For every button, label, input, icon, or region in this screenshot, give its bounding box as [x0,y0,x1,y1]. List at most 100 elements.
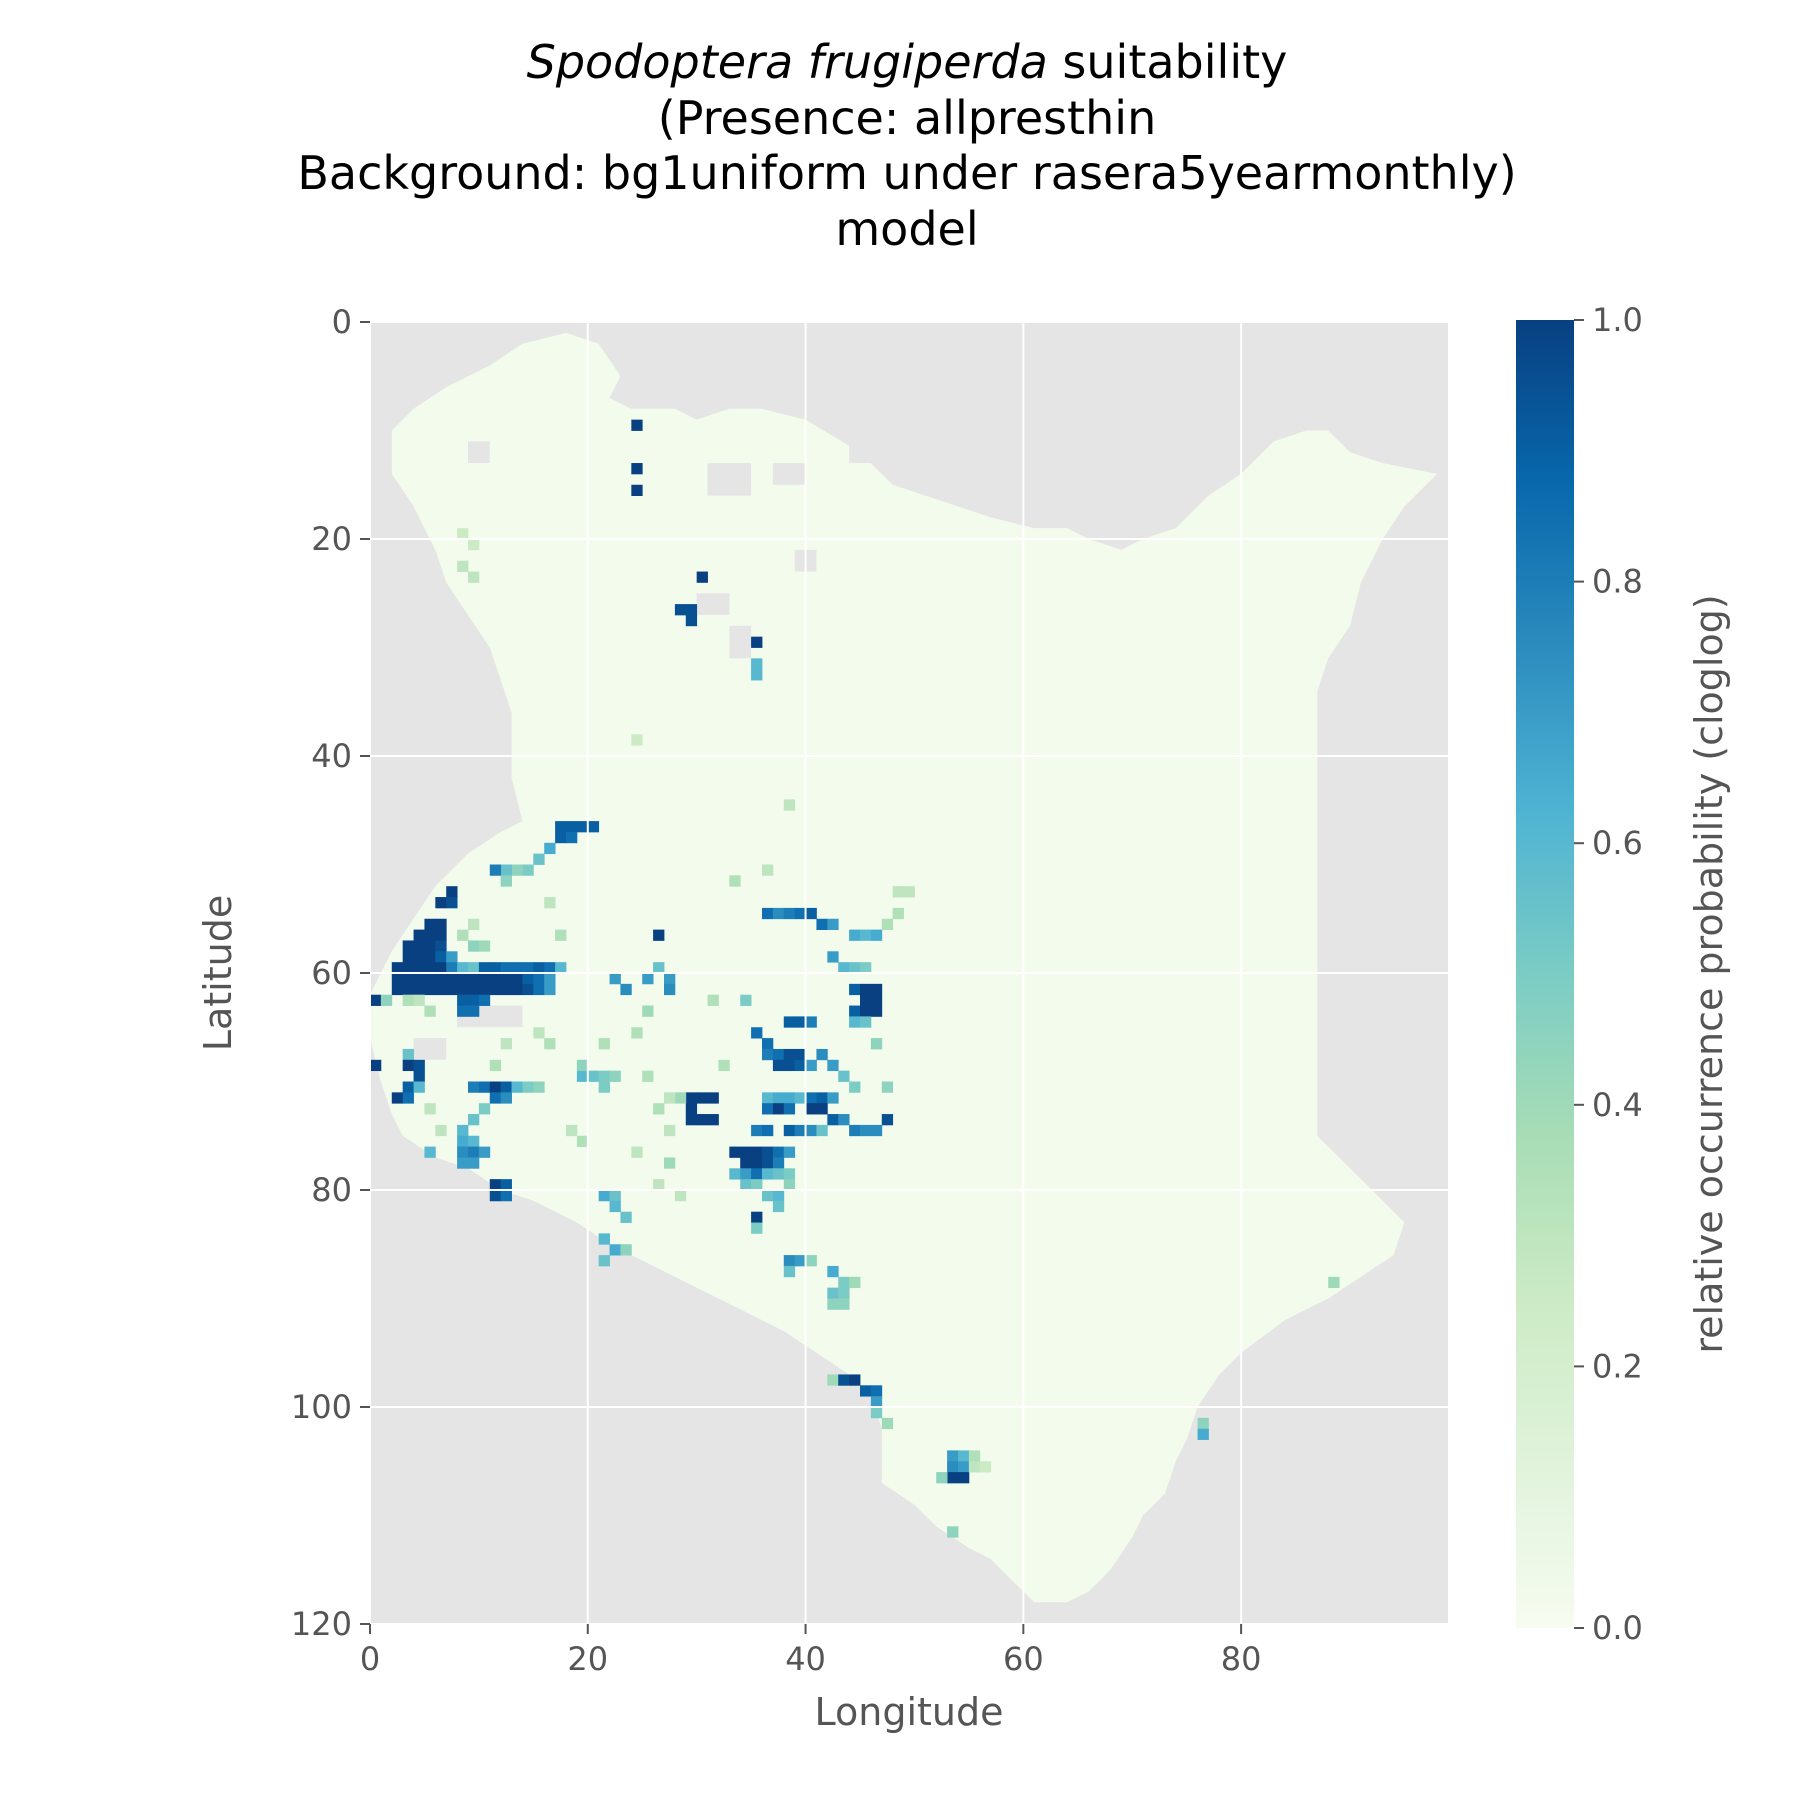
heatmap-cell [762,1038,774,1050]
heatmap-cell [402,1081,414,1093]
x-tick-label: 20 [567,1640,608,1678]
heatmap-cell [827,1092,839,1104]
colorbar-label: relative occurrence probability (cloglog… [1687,594,1731,1353]
heatmap-cell [783,1146,796,1158]
heatmap-cell [805,1255,817,1267]
heatmap-cell [707,994,719,1006]
heatmap-cell [696,1092,708,1104]
heatmap-cell [413,1081,425,1093]
heatmap-cell [413,983,425,996]
heatmap-cell [424,983,436,996]
heatmap-cell [402,1059,414,1072]
heatmap-cell [435,1124,447,1137]
heatmap-cell [816,1048,828,1061]
heatmap-cell [685,1092,698,1104]
heatmap-cell [849,962,861,974]
heatmap-cell [653,929,665,941]
heatmap-cell [402,994,414,1006]
map-nodata-patch [772,463,806,485]
heatmap-cell [446,886,458,898]
x-tick-label: 60 [1003,1640,1044,1678]
heatmap-cell [870,1385,883,1397]
heatmap-cell [424,1005,436,1017]
heatmap-cell [838,1298,850,1310]
heatmap-cell [870,1005,883,1017]
heatmap-cell [457,994,469,1006]
x-tick-label: 40 [785,1640,826,1678]
heatmap-cell [751,1168,763,1180]
heatmap-cell [947,1450,959,1462]
heatmap-cell [620,1244,632,1256]
heatmap-cell [870,1038,883,1050]
heatmap-cell [740,1157,752,1169]
heatmap-cell [435,918,447,930]
heatmap-cell [751,1179,763,1191]
heatmap-cell [860,1124,872,1137]
heatmap-cell [794,1092,806,1104]
heatmap-cell [391,983,404,996]
heatmap-cell [424,940,436,952]
heatmap-cell [805,1059,817,1072]
heatmap-cell [435,897,447,909]
y-tick-label: 40 [311,737,352,775]
chart-title-line-3: Background: bg1uniform under rasera5year… [297,146,1516,200]
heatmap-cell [380,994,393,1006]
heatmap-cell [783,799,796,811]
heatmap-cell [522,973,534,985]
heatmap-cell [642,973,654,985]
heatmap-cell [522,1081,534,1093]
heatmap-cell [555,929,567,941]
heatmap-cell [968,1461,981,1473]
heatmap-cell [805,1016,817,1028]
heatmap-cell [860,983,872,996]
heatmap-cell [370,994,382,1006]
heatmap-cell [609,973,621,985]
heatmap-cell [860,1385,872,1397]
x-tick-label: 80 [1221,1640,1262,1678]
heatmap-cell [838,1374,850,1386]
heatmap-cell [838,1114,850,1126]
heatmap-cell [489,962,502,974]
heatmap-cell [576,1059,589,1072]
y-tick-label: 60 [311,954,352,992]
map-land-area [370,332,1438,1603]
heatmap-cell [816,1092,828,1104]
heatmap-cell [968,1450,981,1462]
heatmap-cell [511,962,523,974]
heatmap-cell [849,1374,861,1386]
heatmap-cell [587,821,600,833]
heatmap-cell [762,907,774,920]
heatmap-cell [402,973,414,985]
heatmap-cell [664,1092,676,1104]
chart-title-line-4: model [835,202,978,256]
heatmap-cell [783,1179,796,1191]
heatmap-cell [413,973,425,985]
heatmap-cell [446,897,458,909]
heatmap-cell [533,962,545,974]
heatmap-cell [402,983,414,996]
heatmap-cell [827,1287,839,1299]
heatmap-cell [478,962,491,974]
heatmap-cell [762,864,774,876]
heatmap-cell [892,907,904,920]
heatmap-cell [958,1472,970,1484]
heatmap-cell [860,1005,872,1017]
heatmap-cell [424,951,436,963]
heatmap-cell [457,560,469,572]
heatmap-cell [468,539,480,551]
heatmap-cell [762,1092,774,1104]
heatmap-cell [413,951,425,963]
heatmap-cell [740,1179,752,1191]
heatmap-cell [740,1146,752,1158]
chart-title-line-2: (Presence: allpresthin [658,91,1156,145]
heatmap-cell [413,994,425,1006]
heatmap-cell [576,1070,589,1082]
heatmap-cell [533,973,545,985]
heatmap-cell [936,1472,948,1484]
heatmap-cell [435,940,447,952]
heatmap-cell [489,1081,502,1093]
heatmap-cell [500,864,512,876]
heatmap-cell [783,1124,796,1137]
heatmap-cell [947,1472,959,1484]
